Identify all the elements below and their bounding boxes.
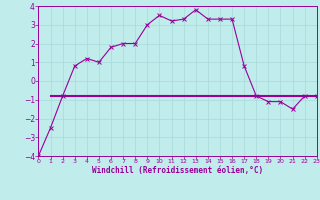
X-axis label: Windchill (Refroidissement éolien,°C): Windchill (Refroidissement éolien,°C) (92, 166, 263, 175)
